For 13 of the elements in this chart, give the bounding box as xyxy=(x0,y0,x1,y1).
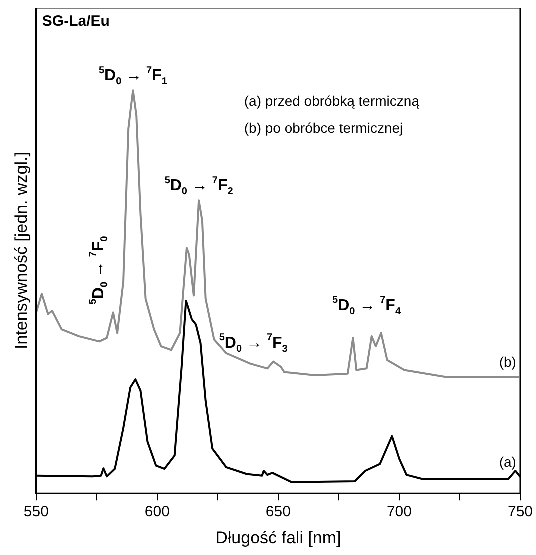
x-tick-label: 650 xyxy=(266,504,291,521)
annotation: (b) po obróbce termicznej xyxy=(244,120,404,136)
chart-title: SG-La/Eu xyxy=(42,13,110,30)
y-axis-title: Intensywność [jedn. wzgl.] xyxy=(12,152,31,350)
x-tick-label: 600 xyxy=(144,504,170,521)
annotation: (a) przed obróbką termiczną xyxy=(244,93,420,109)
x-tick-label: 750 xyxy=(508,504,533,521)
series-label: (a) xyxy=(499,454,516,470)
x-axis-title: Długość fali [nm] xyxy=(216,528,342,548)
series-label: (b) xyxy=(499,354,516,370)
annotation: 5D0 → 7F0 xyxy=(88,236,110,305)
x-tick-label: 700 xyxy=(386,504,412,521)
x-tick-label: 550 xyxy=(24,504,49,521)
